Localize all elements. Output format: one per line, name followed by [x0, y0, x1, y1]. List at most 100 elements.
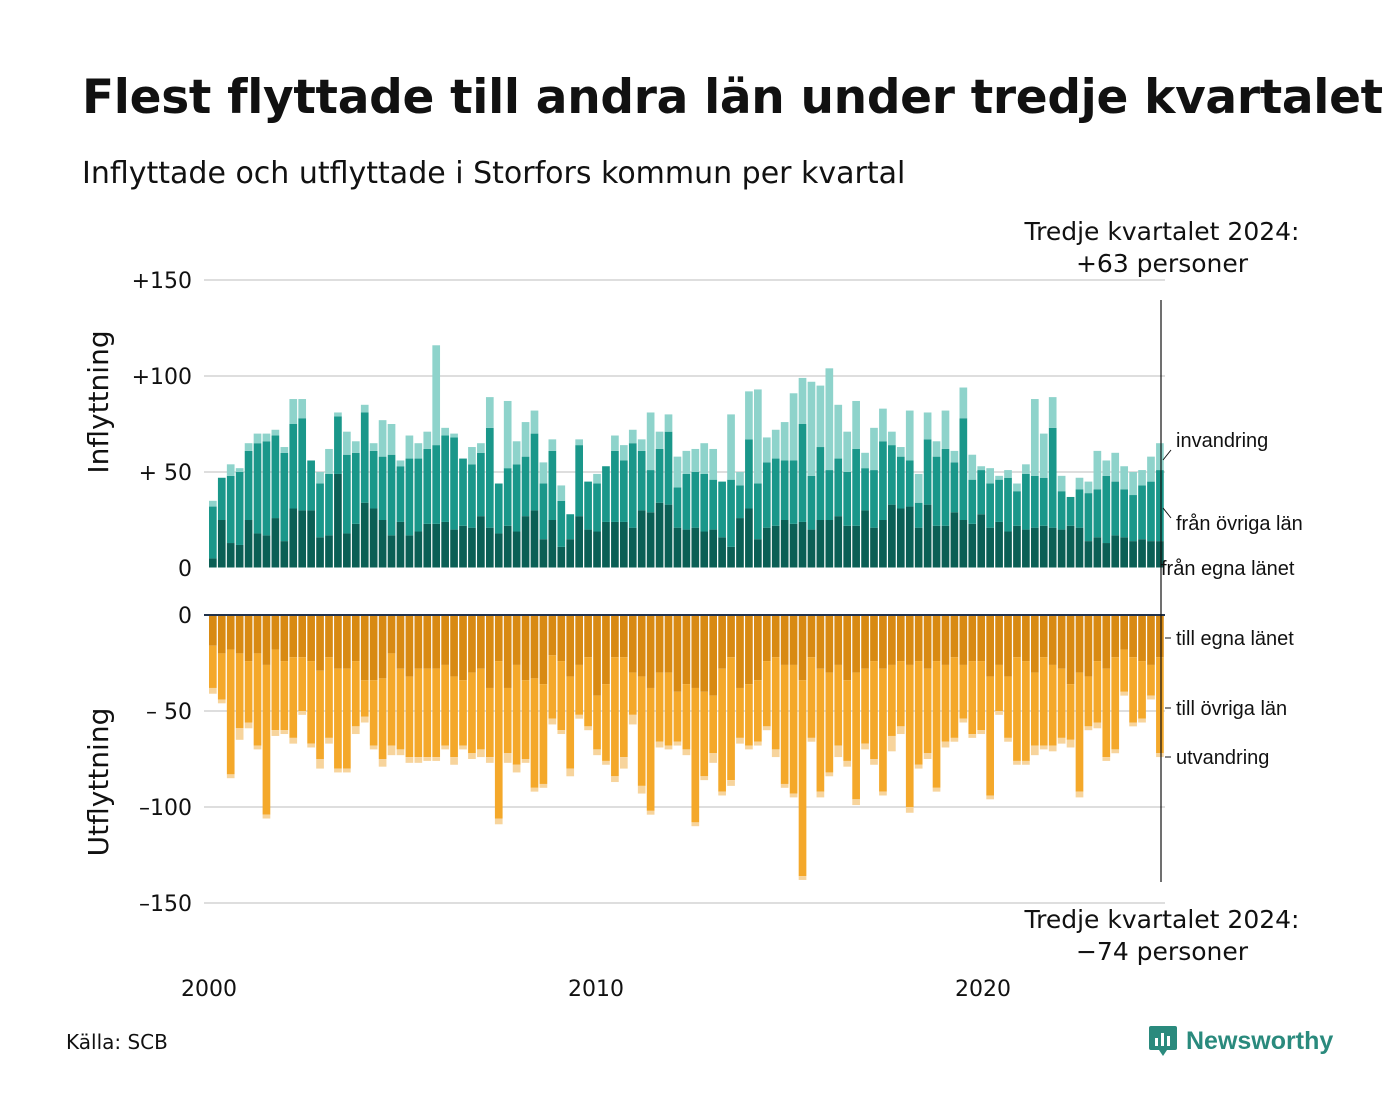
bar-ut-till-ovriga-lan-72	[852, 672, 860, 800]
bar-ut-till-ovriga-lan-68	[816, 668, 825, 792]
bar-ut-utvandring-99	[1093, 722, 1102, 729]
bar-ut-utvandring-102	[1120, 691, 1129, 696]
bar-ut-till-ovriga-lan-100	[1102, 668, 1111, 758]
bar-in-invandring-59	[736, 472, 744, 486]
bar-ut-till-egna-lanet-26	[441, 615, 449, 665]
bar-in-invandring-15	[343, 431, 351, 455]
bar-ut-till-ovriga-lan-15	[343, 668, 351, 769]
bar-ut-till-ovriga-lan-3	[235, 653, 244, 729]
bar-ut-till-ovriga-lan-56	[709, 695, 718, 754]
bar-in-fran-egna-lanet-106	[1156, 541, 1164, 568]
bar-in-fran-ovriga-lan-12	[316, 483, 324, 538]
bar-ut-utvandring-86	[977, 730, 986, 735]
bar-in-invandring-35	[521, 422, 530, 457]
bar-ut-till-ovriga-lan-51	[664, 672, 673, 746]
bar-ut-utvandring-30	[477, 749, 485, 758]
bar-ut-till-ovriga-lan-4	[244, 661, 253, 723]
bar-ut-till-egna-lanet-33	[503, 615, 512, 688]
bar-in-fran-ovriga-lan-91	[1022, 473, 1030, 530]
bar-in-fran-ovriga-lan-2	[226, 475, 235, 544]
legend-till-egna-lanet: till egna länet	[1176, 628, 1294, 650]
bar-ut-till-egna-lanet-12	[316, 615, 324, 671]
legend-fran-egna-lanet: från egna länet	[1161, 558, 1295, 580]
bar-ut-till-ovriga-lan-40	[566, 676, 575, 769]
bar-in-fran-ovriga-lan-52	[673, 487, 682, 528]
bar-ut-utvandring-87	[986, 795, 994, 800]
bar-ut-utvandring-80	[923, 753, 932, 759]
bar-in-fran-ovriga-lan-10	[298, 418, 307, 511]
bar-ut-utvandring-77	[896, 726, 905, 735]
bar-ut-till-egna-lanet-84	[959, 615, 968, 665]
bar-ut-till-egna-lanet-61	[754, 615, 762, 681]
bar-ut-till-egna-lanet-4	[244, 615, 253, 662]
bar-in-fran-egna-lanet-12	[316, 537, 324, 568]
bar-ut-till-ovriga-lan-53	[682, 684, 691, 750]
bar-in-fran-egna-lanet-24	[423, 523, 432, 568]
bar-ut-till-egna-lanet-79	[914, 615, 923, 662]
legend-leader-invandring	[1162, 449, 1172, 461]
bar-in-invandring-82	[941, 410, 950, 449]
bar-in-invandring-20	[387, 424, 396, 455]
bar-in-fran-egna-lanet-87	[986, 527, 994, 568]
bar-in-fran-ovriga-lan-94	[1048, 427, 1057, 528]
bar-in-invandring-62	[762, 437, 771, 463]
bar-in-fran-ovriga-lan-101	[1111, 481, 1120, 536]
bar-in-fran-ovriga-lan-54	[691, 472, 700, 528]
bar-in-fran-egna-lanet-49	[646, 512, 655, 568]
bar-in-invandring-99	[1093, 450, 1102, 490]
bar-ut-till-egna-lanet-76	[888, 615, 896, 665]
bar-ut-till-ovriga-lan-11	[307, 661, 315, 744]
bar-ut-utvandring-94	[1048, 745, 1057, 752]
bar-in-fran-ovriga-lan-3	[235, 472, 244, 545]
bar-in-fran-egna-lanet-86	[977, 514, 986, 568]
bar-in-fran-egna-lanet-30	[477, 516, 485, 568]
bar-ut-till-egna-lanet-34	[512, 615, 521, 665]
bar-in-fran-ovriga-lan-65	[789, 460, 798, 524]
ytick-label-top-0: 0	[178, 557, 192, 582]
bar-ut-utvandring-9	[289, 737, 298, 744]
bar-in-invandring-88	[995, 475, 1003, 480]
bar-ut-till-ovriga-lan-105	[1147, 664, 1155, 696]
bar-in-invandring-77	[896, 447, 905, 457]
bar-ut-utvandring-75	[879, 791, 887, 796]
bar-in-fran-ovriga-lan-8	[280, 452, 289, 542]
bar-in-invandring-60	[745, 391, 753, 440]
legend-leader-fran-ovriga-lan	[1162, 507, 1172, 519]
bar-ut-till-egna-lanet-24	[423, 615, 432, 669]
bar-in-invandring-66	[798, 377, 807, 424]
bar-in-invandring-94	[1048, 397, 1057, 428]
bar-ut-utvandring-1	[217, 699, 226, 704]
bar-ut-till-egna-lanet-57	[718, 615, 726, 669]
bar-in-fran-ovriga-lan-70	[834, 458, 843, 517]
bar-in-fran-ovriga-lan-106	[1156, 470, 1164, 542]
bar-in-invandring-83	[950, 450, 959, 463]
bar-in-fran-egna-lanet-40	[566, 539, 575, 568]
bar-in-fran-ovriga-lan-30	[477, 452, 485, 517]
bar-ut-utvandring-59	[736, 737, 744, 744]
bar-ut-till-egna-lanet-11	[307, 615, 315, 662]
bar-ut-till-egna-lanet-82	[941, 615, 950, 665]
bar-ut-utvandring-33	[503, 753, 512, 763]
bar-in-invandring-100	[1102, 460, 1111, 476]
bar-in-fran-ovriga-lan-53	[682, 473, 691, 530]
bar-ut-till-ovriga-lan-43	[593, 695, 601, 750]
bar-ut-till-egna-lanet-86	[977, 615, 986, 662]
bar-in-fran-egna-lanet-27	[450, 529, 458, 568]
bar-in-fran-egna-lanet-43	[593, 531, 601, 568]
legend-till-ovriga-lan: till övriga län	[1176, 698, 1287, 720]
bar-in-fran-ovriga-lan-100	[1102, 475, 1111, 544]
bar-in-fran-ovriga-lan-95	[1057, 491, 1066, 530]
bar-in-invandring-84	[959, 387, 968, 419]
bar-ut-till-egna-lanet-72	[852, 615, 860, 673]
bar-in-fran-egna-lanet-32	[494, 533, 503, 568]
bar-ut-till-ovriga-lan-55	[700, 691, 709, 777]
bar-ut-till-ovriga-lan-24	[423, 668, 432, 758]
bar-ut-till-egna-lanet-100	[1102, 615, 1111, 669]
bar-ut-till-ovriga-lan-44	[602, 684, 610, 761]
bar-in-fran-egna-lanet-17	[360, 502, 369, 568]
bar-in-fran-egna-lanet-29	[468, 527, 476, 568]
bar-in-fran-egna-lanet-35	[521, 516, 530, 568]
bar-ut-till-egna-lanet-20	[387, 615, 396, 654]
bar-in-fran-egna-lanet-64	[780, 520, 789, 568]
bar-ut-till-egna-lanet-68	[816, 615, 825, 669]
